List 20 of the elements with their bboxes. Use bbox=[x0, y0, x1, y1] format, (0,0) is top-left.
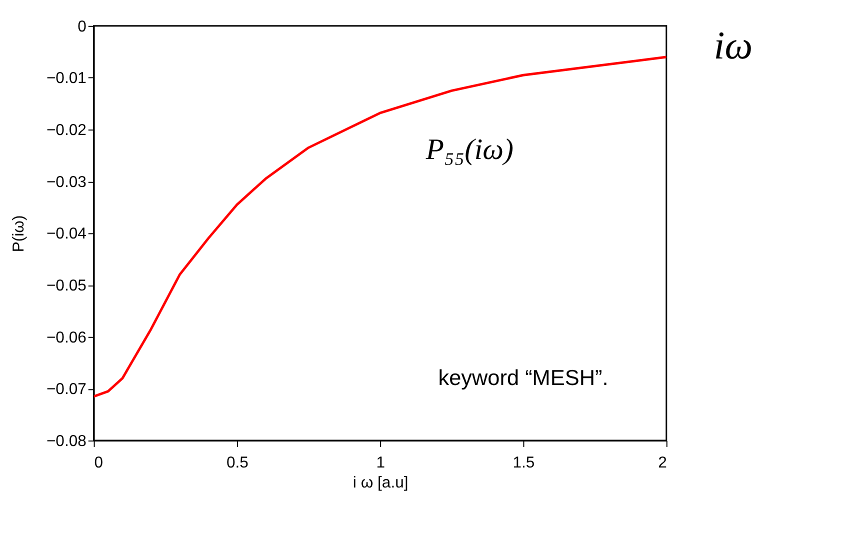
y-tick-label: −0.08 bbox=[46, 432, 87, 450]
y-tick-label: −0.06 bbox=[46, 329, 87, 346]
x-axis-title: i ω [a.u] bbox=[352, 474, 408, 492]
x-tick-label: 1 bbox=[376, 454, 385, 472]
y-tick-label: −0.05 bbox=[46, 277, 87, 294]
y-axis-title: P(iω) bbox=[10, 215, 28, 252]
x-tick-label: 2 bbox=[658, 454, 667, 472]
y-tick-label: −0.02 bbox=[46, 122, 86, 139]
y-tick-label: −0.03 bbox=[46, 174, 87, 191]
y-tick-label: −0.01 bbox=[46, 70, 86, 88]
x-tick-label: 0 bbox=[94, 454, 104, 472]
annotation: keyword “MESH”. bbox=[438, 365, 608, 390]
x-tick-label: 1.5 bbox=[512, 454, 535, 472]
text: iω bbox=[714, 23, 753, 68]
y-tick-label: −0.07 bbox=[46, 381, 86, 398]
annotation: P₅₅(iω) bbox=[424, 134, 514, 166]
x-tick-label: 0.5 bbox=[226, 454, 249, 472]
y-tick-label: 0 bbox=[78, 18, 87, 36]
line-series bbox=[94, 56, 666, 398]
y-tick-label: −0.04 bbox=[46, 226, 87, 243]
